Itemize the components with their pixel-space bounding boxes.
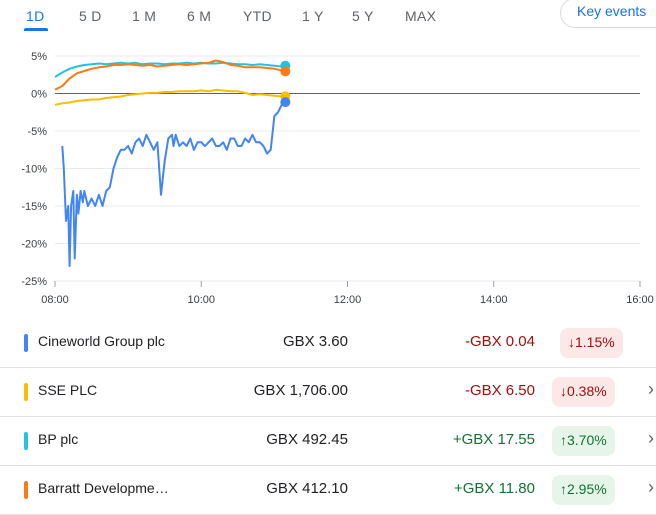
x-tick-label: 08:00 xyxy=(41,294,69,306)
price-change: +GBX 17.55 xyxy=(452,431,535,448)
tab-1d[interactable]: 1D xyxy=(26,8,45,24)
y-tick-label: -20% xyxy=(21,239,47,251)
y-tick-label: -5% xyxy=(27,126,47,138)
range-tabs: 1D 5 D 1 M 6 M YTD 1 Y 5 Y MAX xyxy=(0,0,656,32)
percent-change-badge: ↓0.38% xyxy=(552,377,615,407)
stock-name: BP plc xyxy=(38,431,79,447)
stock-name: SSE PLC xyxy=(38,382,98,398)
list-item-bp[interactable]: BP plc GBX 492.45 +GBX 17.55 ↑3.70% › xyxy=(0,416,656,466)
series-color-swatch xyxy=(24,383,28,401)
series-end-point xyxy=(280,66,291,77)
y-tick-label: -15% xyxy=(21,201,47,213)
price-change: -GBX 6.50 xyxy=(464,382,535,399)
list-item-barratt[interactable]: Barratt Developme… GBX 412.10 +GBX 11.80… xyxy=(0,465,656,515)
stock-price: GBX 492.45 xyxy=(266,431,348,448)
stock-price: GBX 1,706.00 xyxy=(253,382,348,399)
list-item-sse[interactable]: SSE PLC GBX 1,706.00 -GBX 6.50 ↓0.38% › xyxy=(0,367,656,417)
chevron-right-icon[interactable]: › xyxy=(648,428,654,448)
tab-6m[interactable]: 6 M xyxy=(187,8,212,24)
tab-1y[interactable]: 1 Y xyxy=(302,8,324,24)
price-change: -GBX 0.04 xyxy=(464,333,535,350)
percent-change-badge: ↓1.15% xyxy=(560,328,623,358)
active-tab-indicator xyxy=(24,28,48,31)
x-tick-label: 10:00 xyxy=(187,294,215,306)
stock-name: Cineworld Group plc xyxy=(38,333,165,349)
key-events-button[interactable]: Key events xyxy=(560,0,656,28)
list-item-cineworld[interactable]: Cineworld Group plc GBX 3.60 -GBX 0.04 ↓… xyxy=(0,318,656,368)
series-end-point xyxy=(280,97,291,108)
y-tick-label: -25% xyxy=(21,276,47,288)
series-color-swatch xyxy=(24,432,28,450)
y-tick-label: 0% xyxy=(31,89,47,101)
stock-name: Barratt Developme… xyxy=(38,480,169,496)
chevron-right-icon[interactable]: › xyxy=(648,477,654,497)
series-color-swatch xyxy=(24,481,28,499)
x-tick-label: 16:00 xyxy=(626,294,654,306)
comparison-line-chart: 5% 0% -5% -10% -15% -20% -25% 08:00 10:00 12:00 14… xyxy=(21,51,654,306)
y-tick-label: 5% xyxy=(31,51,47,63)
tab-1m[interactable]: 1 M xyxy=(132,8,157,24)
x-tick-label: 14:00 xyxy=(480,294,508,306)
stock-price: GBX 3.60 xyxy=(282,333,348,350)
series-line xyxy=(54,61,286,78)
percent-change-badge: ↑3.70% xyxy=(552,426,615,456)
series-line xyxy=(54,88,286,106)
tab-ytd[interactable]: YTD xyxy=(243,8,272,24)
percent-change-badge: ↑2.95% xyxy=(552,475,615,505)
series-color-swatch xyxy=(24,334,28,352)
tab-max[interactable]: MAX xyxy=(405,8,437,24)
x-tick-label: 12:00 xyxy=(334,294,362,306)
tab-5y[interactable]: 5 Y xyxy=(352,8,374,24)
chevron-right-icon[interactable]: › xyxy=(648,379,654,399)
series-line xyxy=(54,59,286,91)
tab-5d[interactable]: 5 D xyxy=(79,8,102,24)
price-change: +GBX 11.80 xyxy=(453,480,535,497)
stock-price: GBX 412.10 xyxy=(266,480,348,497)
series-line xyxy=(61,100,287,267)
y-tick-label: -10% xyxy=(21,164,47,176)
